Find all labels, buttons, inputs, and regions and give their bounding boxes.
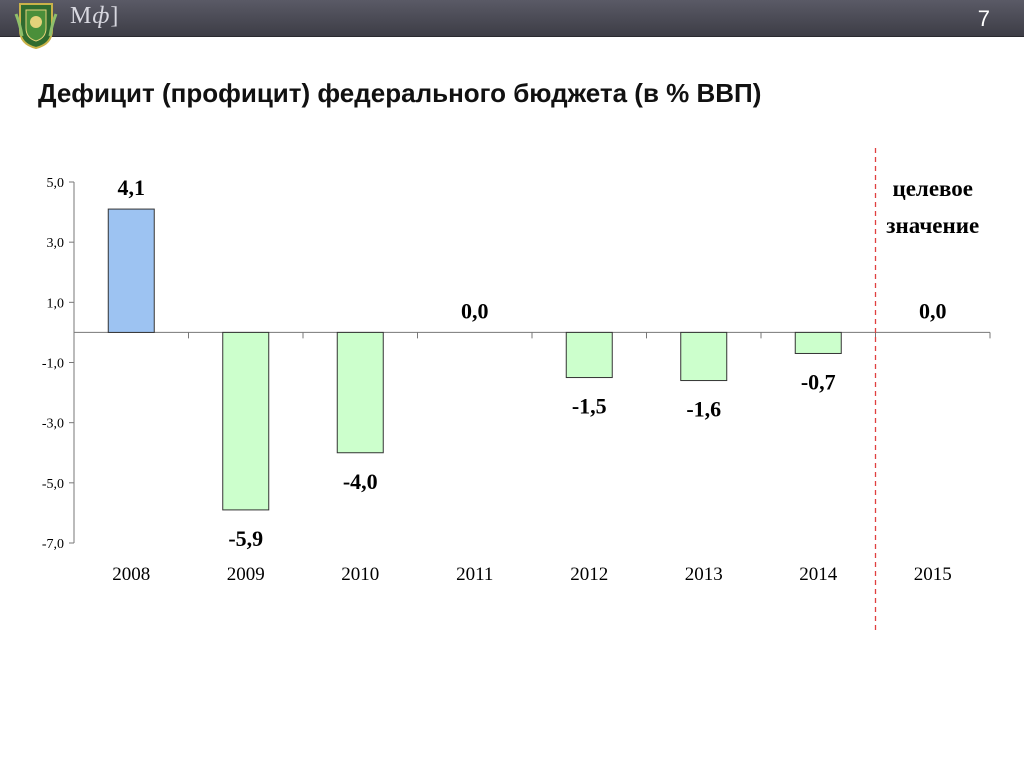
x-category-label: 2008 xyxy=(112,564,150,585)
header-bar: Мф] 7 xyxy=(0,0,1024,50)
target-annotation-line: значение xyxy=(886,213,979,238)
brand-logo-text: Мф] xyxy=(70,3,120,29)
data-label: 0,0 xyxy=(919,298,947,323)
data-label: -0,7 xyxy=(801,369,836,394)
data-label: -1,5 xyxy=(572,394,607,419)
bar-2010 xyxy=(336,331,384,454)
bar-2014 xyxy=(794,331,842,354)
bar-2013 xyxy=(680,331,728,382)
target-annotation-line: целевое xyxy=(892,176,973,201)
data-label: -1,6 xyxy=(686,397,721,422)
data-label: -4,0 xyxy=(343,469,378,494)
y-tick-label: -1,0 xyxy=(42,357,64,372)
chart-title: Дефицит (профицит) федерального бюджета … xyxy=(38,78,762,108)
y-tick-label: -5,0 xyxy=(42,477,64,492)
bar-2008 xyxy=(107,208,155,333)
data-label: 0,0 xyxy=(461,298,489,323)
x-category-label: 2010 xyxy=(341,564,379,585)
y-tick-label: 5,0 xyxy=(47,176,65,191)
data-label: -5,9 xyxy=(228,526,263,551)
x-category-label: 2011 xyxy=(456,564,493,585)
x-category-label: 2014 xyxy=(799,564,838,585)
ministry-emblem-icon xyxy=(14,3,58,50)
x-category-label: 2013 xyxy=(685,564,723,585)
y-tick-label: -3,0 xyxy=(42,417,64,432)
bar-2012 xyxy=(565,331,613,379)
x-category-label: 2009 xyxy=(227,564,265,585)
bar-2009 xyxy=(222,331,270,511)
y-tick-label: 1,0 xyxy=(47,296,65,311)
x-category-label: 2015 xyxy=(914,564,952,585)
x-category-label: 2012 xyxy=(570,564,608,585)
y-tick-label: 3,0 xyxy=(47,236,65,251)
data-label: 4,1 xyxy=(118,175,146,200)
y-tick-label: -7,0 xyxy=(42,537,64,552)
slide-number: 7 xyxy=(977,6,990,31)
